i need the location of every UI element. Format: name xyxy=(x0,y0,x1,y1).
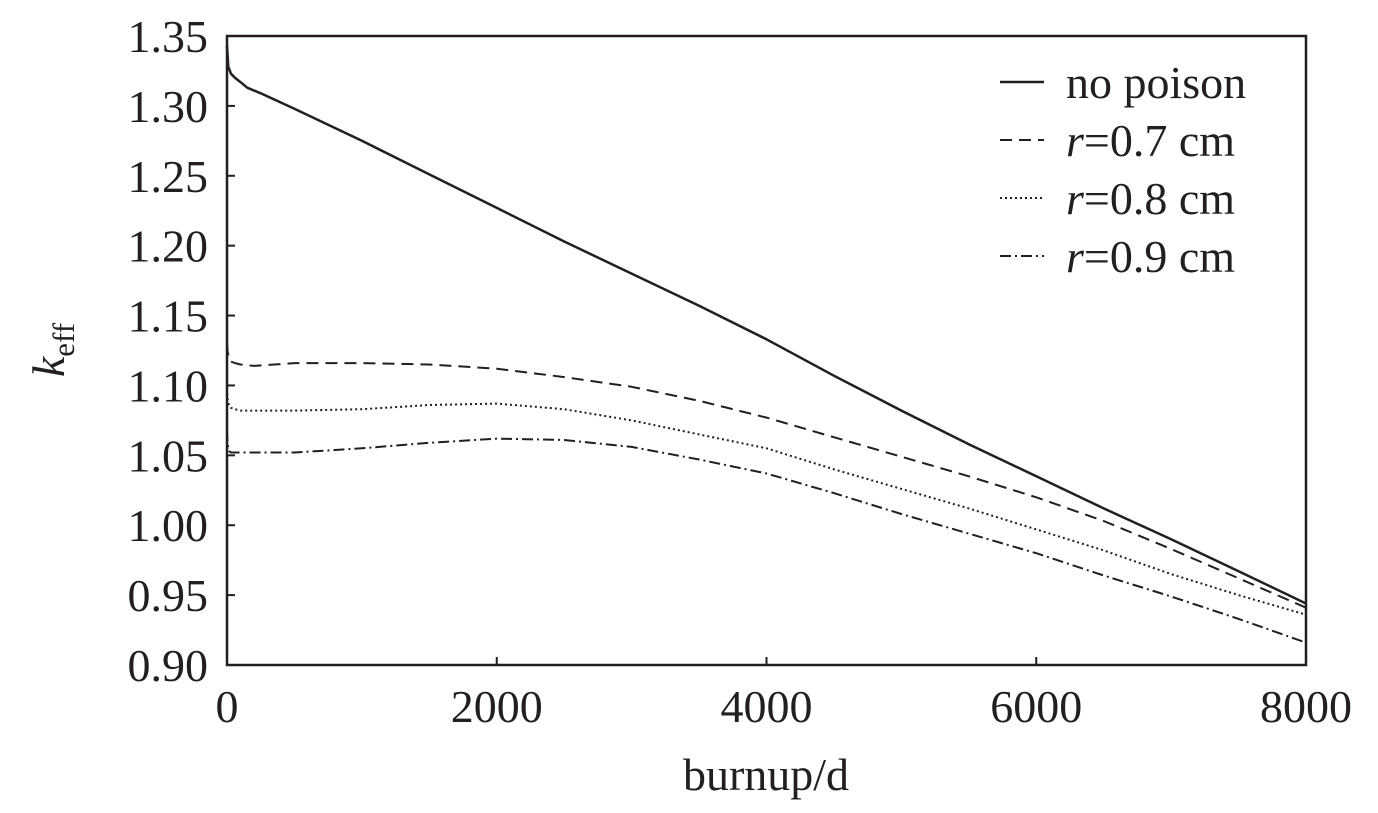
y-tick-label: 1.05 xyxy=(128,430,209,481)
x-tick-label: 4000 xyxy=(721,681,813,732)
series-line-r-0-7-cm xyxy=(226,343,1307,609)
y-tick-label: 1.25 xyxy=(128,151,209,202)
legend: no poison r=0.7 cm r=0.8 cm r=0.9 cm xyxy=(1000,57,1246,282)
legend-label: no poison xyxy=(1066,57,1246,108)
y-tick-label: 1.00 xyxy=(128,500,209,551)
series-line-no-poison xyxy=(225,45,1307,605)
y-tick-label: 1.10 xyxy=(128,360,209,411)
x-tick-label: 8000 xyxy=(1260,681,1352,732)
legend-label: r=0.9 cm xyxy=(1066,231,1235,282)
y-axis-title: keff xyxy=(23,322,81,377)
series-line-r-0-9-cm xyxy=(226,430,1307,644)
y-tick-label: 0.90 xyxy=(128,640,209,691)
y-tick-label: 1.35 xyxy=(128,11,209,62)
legend-item-r-0-9-cm: r=0.9 cm xyxy=(1000,231,1235,282)
y-tick-label: 1.20 xyxy=(128,221,209,272)
x-tick-label: 2000 xyxy=(451,681,543,732)
labels-layer: 0 2000 4000 6000 8000 0.90 0.95 1.00 1.05 1.10 1.1… xyxy=(128,11,1353,732)
y-axis-title-subscript: eff xyxy=(46,322,81,357)
x-tick-label: 0 xyxy=(216,681,239,732)
legend-item-no-poison: no poison xyxy=(1000,57,1246,108)
legend-item-r-0-7-cm: r=0.7 cm xyxy=(1000,115,1235,166)
series-line-r-0-8-cm xyxy=(226,388,1307,616)
x-axis-title: burnup/d xyxy=(683,749,849,800)
series-layer xyxy=(225,45,1307,644)
ticks-layer xyxy=(226,35,1307,666)
legend-label: r=0.8 cm xyxy=(1066,173,1235,224)
legend-label: r=0.7 cm xyxy=(1066,115,1235,166)
legend-item-r-0-8-cm: r=0.8 cm xyxy=(1000,173,1235,224)
x-tick-label: 6000 xyxy=(990,681,1082,732)
y-axis-title-main: k xyxy=(23,355,74,377)
y-tick-label: 1.30 xyxy=(128,81,209,132)
y-tick-label: 0.95 xyxy=(128,570,209,621)
y-tick-label: 1.15 xyxy=(128,291,209,342)
